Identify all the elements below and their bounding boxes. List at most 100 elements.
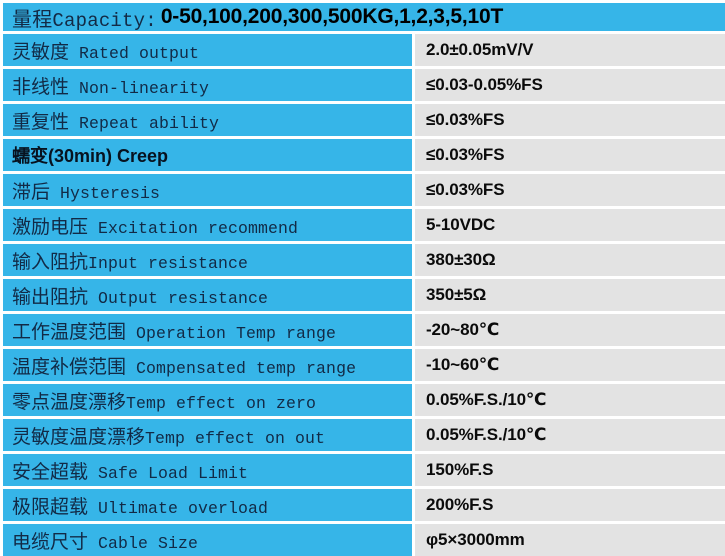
row-value-cell: 350±5Ω: [415, 279, 725, 311]
row-label-text: 安全超载 Safe Load Limit: [12, 457, 248, 484]
row-label-text: 重复性 Repeat ability: [12, 107, 219, 134]
table-row: 灵敏度 Rated output 2.0±0.05mV/V: [3, 34, 725, 66]
row-label-cjk: 激励电压: [12, 216, 89, 238]
table-row: 重复性 Repeat ability ≤0.03%FS: [3, 104, 725, 136]
capacity-header-label-en: Capacity:: [52, 9, 157, 32]
table-row: 滞后 Hysteresis ≤0.03%FS: [3, 174, 725, 206]
row-label-en: Temp effect on zero: [126, 393, 317, 413]
row-label-cell: 灵敏度温度漂移Temp effect on out: [3, 419, 412, 451]
row-label-text: 极限超载 Ultimate overload: [12, 492, 268, 519]
row-value-cell: 150%F.S: [415, 454, 725, 486]
row-label-cell: 零点温度漂移Temp effect on zero: [3, 384, 412, 416]
specification-table: 量程Capacity: 0-50,100,200,300,500KG,1,2,3…: [3, 3, 725, 556]
row-label-cjk: 温度补偿范围: [12, 356, 127, 378]
row-value-text: -20~80℃: [426, 320, 500, 339]
row-value-text: 380±30Ω: [426, 250, 496, 269]
row-label-cell: 电缆尺寸 Cable Size: [3, 524, 412, 556]
table-row: 输出阻抗 Output resistance 350±5Ω: [3, 279, 725, 311]
row-value-text: ≤0.03-0.05%FS: [426, 75, 543, 94]
row-label-text: 灵敏度温度漂移Temp effect on out: [12, 422, 325, 449]
row-label-cell: 蠕变(30min) Creep: [3, 139, 412, 171]
row-value-cell: 200%F.S: [415, 489, 725, 521]
row-label-text: 灵敏度 Rated output: [12, 37, 199, 64]
row-label-cjk: 灵敏度温度漂移: [12, 426, 146, 448]
row-value-cell: 0.05%F.S./10℃: [415, 384, 725, 416]
capacity-header-label-cjk: 量程: [12, 8, 53, 31]
row-label-cjk: 重复性: [12, 111, 70, 133]
row-value-cell: 5-10VDC: [415, 209, 725, 241]
row-label-text: 温度补偿范围 Compensated temp range: [12, 352, 356, 379]
row-value-text: 0.05%F.S./10℃: [426, 390, 547, 409]
table-row: 零点温度漂移Temp effect on zero 0.05%F.S./10℃: [3, 384, 725, 416]
row-label-text: 电缆尺寸 Cable Size: [12, 527, 198, 554]
row-label-en: Excitation recommend: [98, 218, 299, 238]
row-label-text: 激励电压 Excitation recommend: [12, 212, 298, 239]
row-label-text: 非线性 Non-linearity: [12, 72, 209, 99]
row-value-text: 200%F.S: [426, 495, 494, 514]
row-label-en: Cable Size: [98, 533, 199, 553]
row-value-cell: ≤0.03-0.05%FS: [415, 69, 725, 101]
row-label-cell: 非线性 Non-linearity: [3, 69, 412, 101]
table-row: 安全超载 Safe Load Limit 150%F.S: [3, 454, 725, 486]
row-label-cjk: 滞后: [12, 181, 51, 203]
table-row: 温度补偿范围 Compensated temp range -10~60℃: [3, 349, 725, 381]
row-label-cjk: 蠕变(30min): [12, 146, 113, 166]
row-label-cell: 重复性 Repeat ability: [3, 104, 412, 136]
row-label-cjk: 安全超载: [12, 461, 89, 483]
row-label-en: Non-linearity: [79, 78, 210, 98]
row-value-text: 5-10VDC: [426, 215, 496, 234]
row-value-text: φ5×3000mm: [426, 530, 525, 549]
row-value-text: 350±5Ω: [426, 285, 487, 304]
table-row: 工作温度范围 Operation Temp range -20~80℃: [3, 314, 725, 346]
row-value-text: -10~60℃: [426, 355, 500, 374]
row-label-en: Repeat ability: [79, 113, 220, 133]
row-label-en: Output resistance: [98, 288, 269, 308]
row-value-text: 150%F.S: [426, 460, 494, 479]
row-label-cell: 输出阻抗 Output resistance: [3, 279, 412, 311]
row-value-text: 2.0±0.05mV/V: [426, 40, 534, 59]
row-value-text: ≤0.03%FS: [426, 110, 505, 129]
row-label-text: 蠕变(30min) Creep: [12, 142, 168, 168]
table-row: 非线性 Non-linearity ≤0.03-0.05%FS: [3, 69, 725, 101]
row-value-cell: ≤0.03%FS: [415, 174, 725, 206]
row-value-cell: -20~80℃: [415, 314, 725, 346]
table-row: 灵敏度温度漂移Temp effect on out 0.05%F.S./10℃: [3, 419, 725, 451]
row-label-text: 零点温度漂移Temp effect on zero: [12, 387, 316, 414]
table-header-row: 量程Capacity: 0-50,100,200,300,500KG,1,2,3…: [3, 3, 725, 31]
row-label-cjk: 零点温度漂移: [12, 391, 127, 413]
row-value-cell: ≤0.03%FS: [415, 139, 725, 171]
row-label-cjk: 极限超载: [12, 496, 89, 518]
row-label-cell: 极限超载 Ultimate overload: [3, 489, 412, 521]
table-row: 极限超载 Ultimate overload 200%F.S: [3, 489, 725, 521]
row-label-en: Rated output: [79, 43, 200, 63]
row-value-cell: 380±30Ω: [415, 244, 725, 276]
row-label-en: Hysteresis: [60, 183, 161, 203]
row-label-cell: 工作温度范围 Operation Temp range: [3, 314, 412, 346]
row-label-en: Operation Temp range: [136, 323, 337, 343]
table-row: 激励电压 Excitation recommend 5-10VDC: [3, 209, 725, 241]
row-label-cell: 温度补偿范围 Compensated temp range: [3, 349, 412, 381]
row-label-cjk: 非线性: [12, 76, 70, 98]
row-value-cell: 2.0±0.05mV/V: [415, 34, 725, 66]
row-label-cjk: 输出阻抗: [12, 286, 89, 308]
row-label-en: Temp effect on out: [145, 428, 326, 448]
capacity-header-cell: 量程Capacity: 0-50,100,200,300,500KG,1,2,3…: [3, 3, 725, 31]
row-label-cell: 安全超载 Safe Load Limit: [3, 454, 412, 486]
row-label-cjk: 电缆尺寸: [12, 531, 89, 553]
row-label-text: 输入阻抗Input resistance: [12, 247, 248, 274]
row-label-text: 滞后 Hysteresis: [12, 177, 160, 204]
row-label-en: Ultimate overload: [98, 498, 269, 518]
row-label-en: Creep: [117, 146, 169, 166]
row-label-cell: 激励电压 Excitation recommend: [3, 209, 412, 241]
row-label-cell: 输入阻抗Input resistance: [3, 244, 412, 276]
row-value-cell: -10~60℃: [415, 349, 725, 381]
row-label-cjk: 灵敏度: [12, 41, 70, 63]
row-value-text: ≤0.03%FS: [426, 145, 505, 164]
capacity-header-label: 量程Capacity:: [12, 3, 157, 32]
table-row: 输入阻抗Input resistance 380±30Ω: [3, 244, 725, 276]
row-value-cell: 0.05%F.S./10℃: [415, 419, 725, 451]
row-label-en: Safe Load Limit: [98, 463, 249, 483]
row-label-en: Input resistance: [88, 253, 249, 273]
row-label-cjk: 工作温度范围: [12, 321, 127, 343]
row-value-text: ≤0.03%FS: [426, 180, 505, 199]
